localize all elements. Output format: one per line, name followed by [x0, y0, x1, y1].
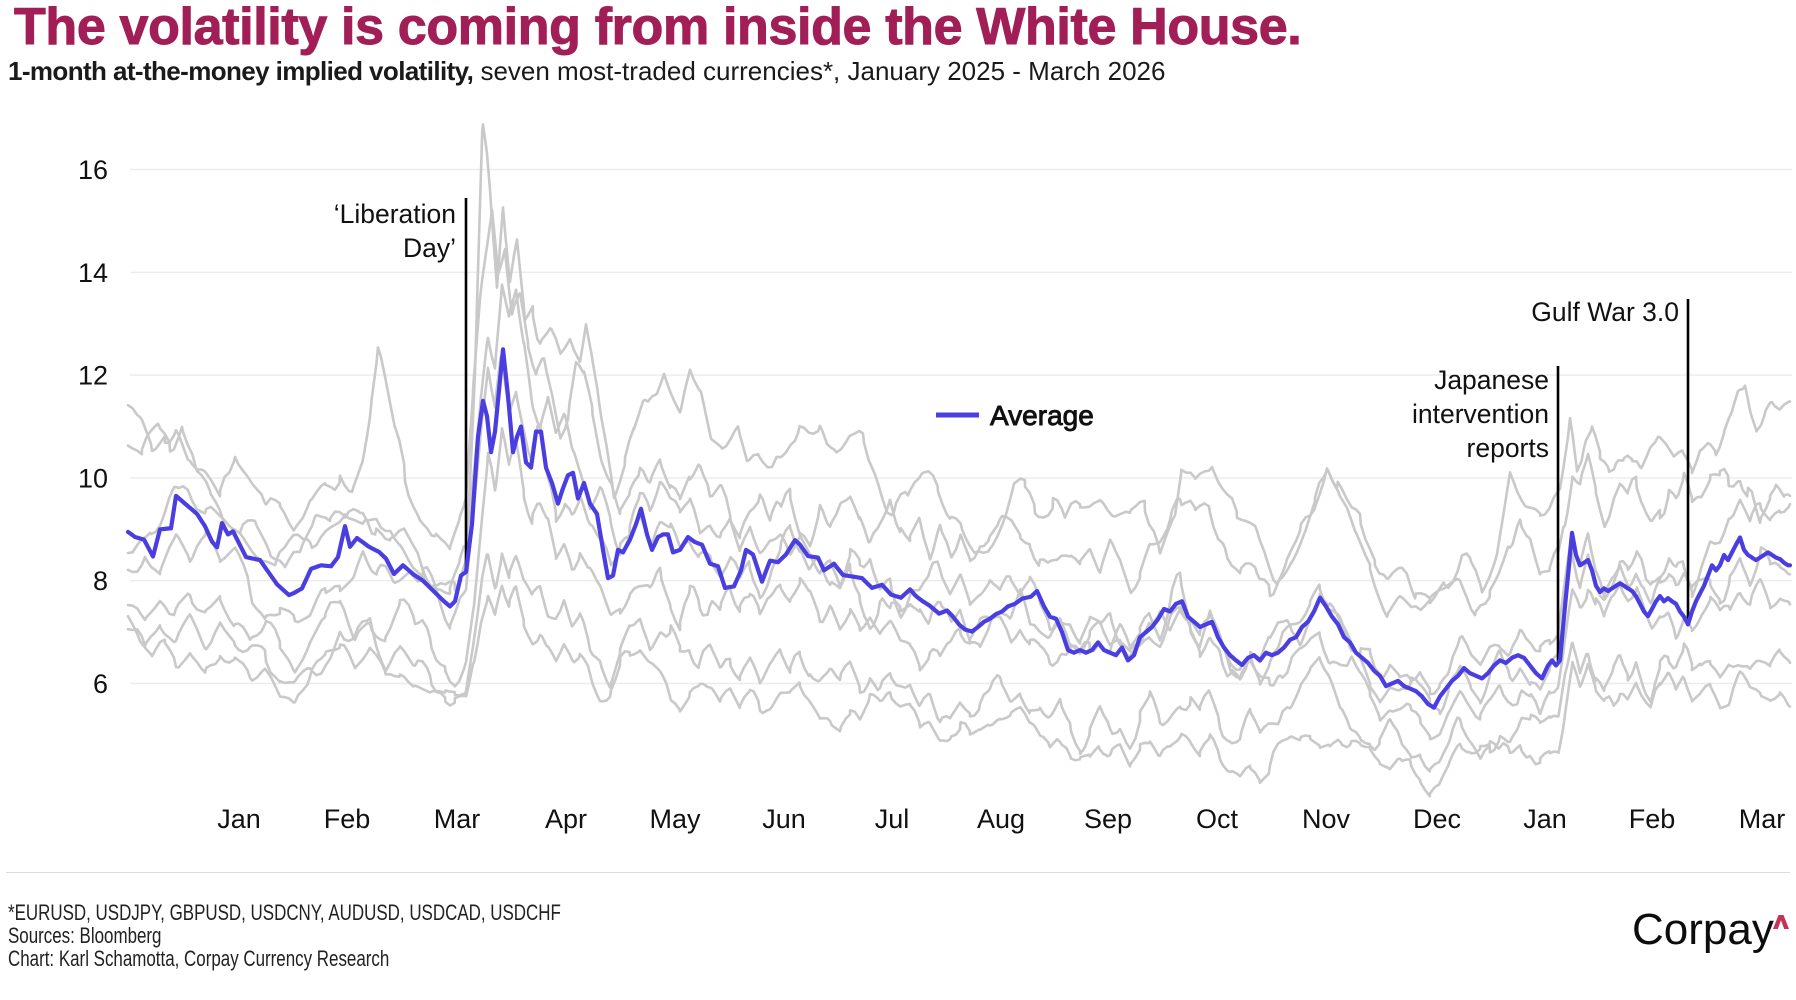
svg-text:Japanese: Japanese [1434, 365, 1549, 395]
svg-text:May: May [649, 804, 701, 834]
svg-text:Jan: Jan [217, 804, 261, 834]
svg-text:Average: Average [990, 400, 1094, 431]
svg-text:Feb: Feb [324, 804, 371, 834]
svg-text:intervention: intervention [1412, 399, 1549, 429]
svg-text:‘Liberation: ‘Liberation [334, 199, 456, 229]
svg-text:Day’: Day’ [403, 233, 456, 263]
svg-text:Aug: Aug [977, 804, 1025, 834]
svg-text:Jan: Jan [1523, 804, 1567, 834]
svg-text:Sep: Sep [1084, 804, 1132, 834]
svg-text:Gulf War 3.0: Gulf War 3.0 [1531, 297, 1679, 327]
svg-text:8: 8 [93, 566, 108, 596]
svg-text:16: 16 [78, 155, 108, 185]
svg-text:6: 6 [93, 669, 108, 699]
svg-text:Oct: Oct [1196, 804, 1239, 834]
svg-text:Apr: Apr [545, 804, 587, 834]
svg-text:Dec: Dec [1413, 804, 1461, 834]
svg-text:Jul: Jul [875, 804, 910, 834]
svg-text:Nov: Nov [1302, 804, 1351, 834]
svg-text:12: 12 [78, 361, 108, 391]
svg-text:14: 14 [78, 258, 108, 288]
svg-text:reports: reports [1467, 433, 1549, 463]
svg-text:Jun: Jun [762, 804, 806, 834]
svg-text:Mar: Mar [434, 804, 481, 834]
svg-text:10: 10 [78, 463, 108, 493]
svg-text:Mar: Mar [1739, 804, 1786, 834]
svg-text:Feb: Feb [1629, 804, 1676, 834]
